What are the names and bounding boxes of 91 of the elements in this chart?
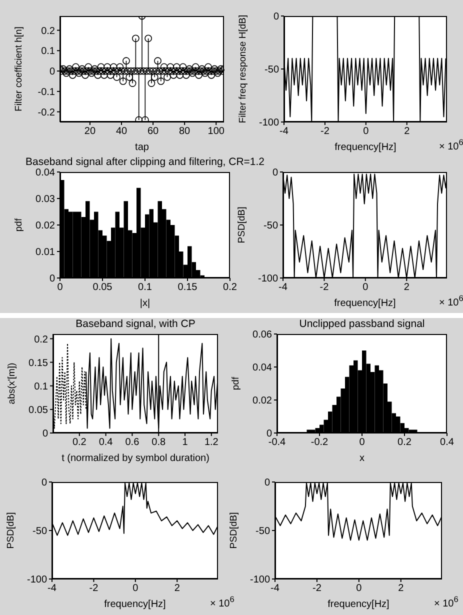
y-axis-title: pdf — [13, 218, 24, 232]
x-tick-label: -2 — [89, 583, 99, 594]
x-tick-label: 0.4 — [98, 437, 114, 448]
x-tick-label: -4 — [270, 583, 280, 594]
chart-title: Baseband signal, with CP — [76, 318, 196, 330]
x-tick-label: 0.2 — [398, 437, 412, 448]
y-tick-label: -0.1 — [38, 86, 56, 98]
x-axis-title: frequency[Hz] — [334, 142, 397, 153]
x-tick-label: 0 — [363, 126, 370, 138]
text: × 10$^{6}$ — [439, 137, 463, 152]
x-tick-label: 0.4 — [440, 437, 454, 448]
y-tick-label: 0.1 — [41, 46, 56, 58]
y-axis-title: Filter freq response H[dB] — [237, 14, 248, 124]
x-axis-title: x — [360, 453, 364, 464]
y-tick-label: 0.15 — [28, 358, 48, 369]
y-tick-label: 0.04 — [252, 362, 272, 374]
x-tick-label: 2 — [398, 583, 404, 594]
text: × 10$^{6}$ — [434, 594, 458, 610]
x-tick-label: -2 — [320, 126, 330, 138]
x-tick-label: 80 — [179, 126, 191, 138]
y-axis-title: PSD[dB] — [236, 206, 248, 244]
x-tick-label: 60 — [147, 126, 160, 138]
y-tick-label: 0.04 — [36, 168, 56, 179]
x-tick-label: 2 — [404, 282, 410, 294]
x-tick-label: 0 — [132, 583, 139, 594]
x-tick-label: -4 — [280, 126, 289, 138]
x-tick-label: 0 — [57, 282, 64, 294]
y-tick-label: 0 — [49, 66, 56, 78]
x-axis-title: frequency[Hz] — [104, 599, 166, 610]
y-tick-label: -0.2 — [38, 107, 56, 118]
x-tick-label: 2 — [404, 126, 410, 138]
y-tick-label: 0.02 — [36, 220, 56, 232]
y-axis-title: abs(x'[m]) — [6, 362, 18, 404]
y-tick-label: -50 — [256, 526, 270, 538]
x-axis-title: |x| — [140, 298, 150, 309]
x-tick-label: -2 — [320, 282, 330, 294]
y-tick-label: -100 — [26, 574, 48, 586]
x-tick-label: 0.2 — [223, 282, 238, 294]
x-tick-label: 0 — [356, 583, 362, 594]
x-tick-label: 0.8 — [152, 437, 166, 448]
y-tick-label: 0 — [42, 428, 48, 440]
x-axis-title: frequency[Hz] — [334, 298, 396, 309]
x-axis-title: t (normalized by symbol duration) — [62, 453, 210, 464]
x-tick-label: 100 — [208, 126, 225, 138]
x-tick-label: -0.2 — [310, 437, 329, 448]
x-tick-label: 0.1 — [138, 282, 152, 294]
x-tick-label: 2 — [174, 583, 180, 594]
x-tick-label: 0 — [362, 282, 369, 294]
x-tick-label: 20 — [84, 126, 96, 138]
y-tick-label: -50 — [32, 526, 48, 538]
y-tick-label: 0 — [266, 428, 272, 440]
y-tick-label: 0.05 — [28, 404, 48, 416]
x-tick-label: 1.2 — [204, 437, 219, 448]
y-tick-label: 0 — [49, 274, 56, 285]
y-tick-label: -50 — [264, 220, 278, 232]
x-tick-label: -2 — [312, 583, 322, 594]
x-tick-label: 0.6 — [125, 437, 140, 448]
y-axis-title: Filter coefficient h[n] — [13, 26, 24, 112]
y-tick-label: 0.2 — [34, 334, 48, 346]
y-axis-title: PSD[dB] — [228, 512, 240, 549]
y-tick-label: 0.01 — [36, 247, 56, 258]
x-tick-label: 0 — [359, 437, 366, 448]
text: × 10$^{6}$ — [439, 293, 463, 308]
y-tick-label: 0.1 — [34, 381, 48, 392]
y-axis-title: pdf — [230, 376, 242, 390]
text: × 10$^{6}$ — [210, 594, 234, 610]
y-tick-label: -100 — [258, 274, 278, 285]
x-axis-title: tap — [135, 142, 150, 153]
chart-title: Unclipped passband signal — [299, 318, 425, 330]
x-tick-label: 40 — [116, 126, 128, 138]
x-tick-label: 0.05 — [92, 282, 113, 294]
x-tick-label: 0.15 — [178, 282, 198, 294]
y-tick-label: 0.02 — [252, 396, 272, 407]
y-tick-label: 0.2 — [41, 26, 56, 37]
y-tick-label: 0 — [264, 478, 270, 489]
y-tick-label: 0 — [272, 168, 278, 179]
y-tick-label: 0 — [273, 12, 280, 23]
y-tick-label: -100 — [250, 574, 270, 586]
y-axis-title: PSD[dB] — [5, 512, 16, 549]
y-tick-label: -50 — [264, 64, 280, 76]
x-tick-label: -4 — [278, 282, 288, 294]
x-tick-label: -0.4 — [268, 437, 286, 448]
x-tick-label: -4 — [48, 583, 57, 594]
y-tick-label: 0 — [41, 478, 48, 489]
x-tick-label: 1 — [182, 437, 188, 448]
x-axis-title: frequency[Hz] — [328, 599, 390, 610]
y-tick-label: -100 — [258, 118, 280, 129]
y-tick-label: 0.03 — [36, 194, 56, 206]
x-tick-label: 0.2 — [72, 437, 87, 448]
chart-title: Baseband signal after clipping and filtering, CR=1.2 — [25, 156, 265, 168]
y-tick-label: 0.06 — [252, 330, 272, 341]
